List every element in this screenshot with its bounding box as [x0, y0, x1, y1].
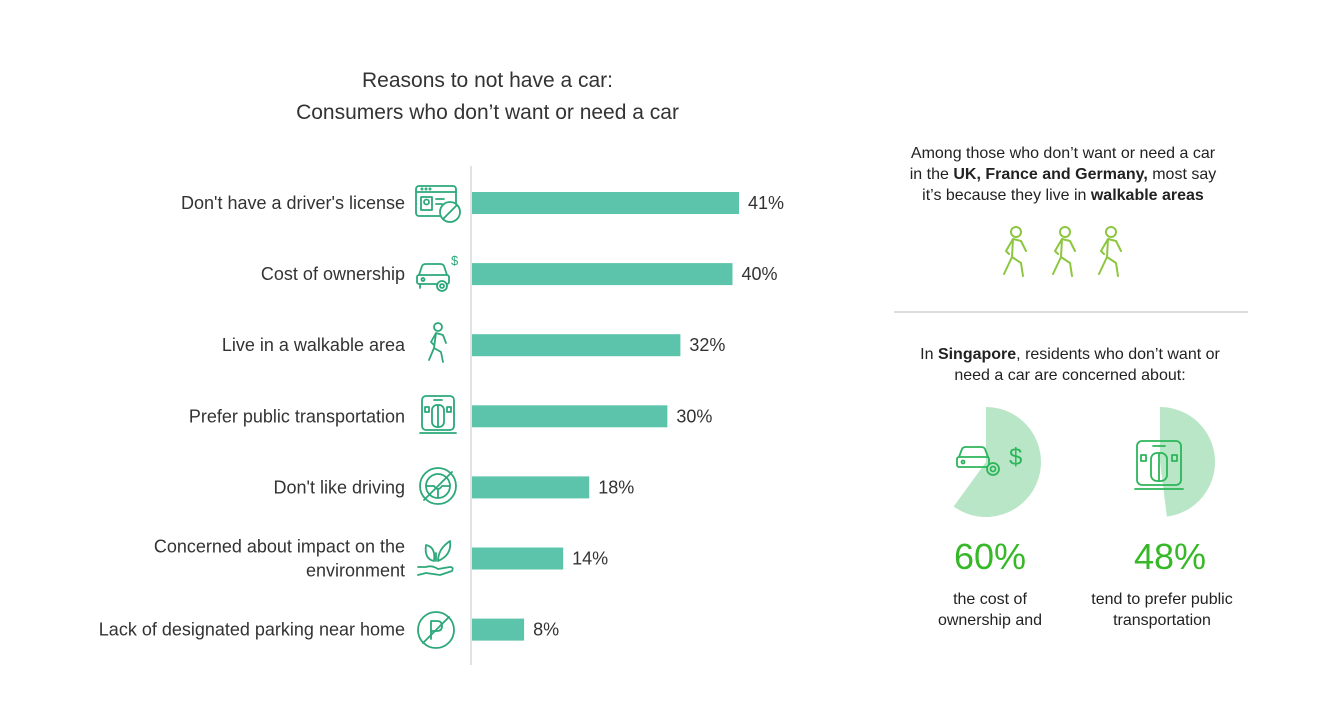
stat2-caption: tend to prefer public transportation	[1070, 589, 1254, 631]
stat1-pie-slice	[953, 407, 1041, 517]
bar-2	[472, 334, 681, 357]
train-icon	[1134, 440, 1184, 490]
car-cost-icon: $	[414, 251, 462, 299]
sg-line2: need a car are concerned about:	[954, 367, 1186, 384]
category-label-4: Don't like driving	[274, 477, 406, 497]
bar-6	[472, 618, 525, 641]
value-label-5: 14%	[572, 549, 608, 569]
sg-country: Singapore	[937, 346, 1017, 363]
car-cost-icon: $	[956, 444, 1022, 476]
bar-chart: 41% Don't have a driver's license 40% Cost …	[99, 166, 784, 665]
bar-0	[472, 192, 739, 214]
singapore-note: In Singapore, residents who don’t want o…	[880, 344, 1260, 386]
category-label-3: Prefer public transportation	[189, 406, 405, 426]
no-parking-icon	[414, 606, 462, 654]
stat2-caption-line1: tend to prefer public	[1091, 591, 1233, 608]
value-label-6: 8%	[533, 620, 559, 640]
no-steering-icon	[414, 462, 462, 510]
stat1-caption: the cost of ownership and	[910, 589, 1070, 631]
bar-5	[472, 547, 564, 570]
note-line2-a: in the	[909, 166, 954, 183]
sg-line1-a: In	[920, 346, 938, 363]
value-label-4: 18%	[598, 477, 634, 497]
category-label-1: Cost of ownership	[261, 264, 405, 284]
bar-1	[472, 263, 733, 286]
svg-text:$: $	[451, 253, 459, 268]
stat2-caption-line2: transportation	[1113, 612, 1211, 629]
category-label-5: Concerned about impact on the environment	[154, 537, 405, 581]
note-line1: Among those who don’t want or need a car	[910, 145, 1216, 162]
note-walkable: walkable areas	[1090, 187, 1204, 204]
value-label-0: 41%	[748, 193, 784, 213]
note-line2-b: most say	[1147, 166, 1217, 183]
stat1-value: 60%	[953, 536, 1027, 577]
stat2-pie	[1134, 407, 1216, 517]
chart-title-line2: Consumers who don’t want or need a car	[296, 101, 679, 124]
walker-icon-3	[1098, 226, 1122, 277]
value-label-2: 32%	[689, 335, 725, 355]
walker-icon-2	[1052, 226, 1076, 277]
note-line3: it’s because they live in	[922, 187, 1091, 204]
walking-icon	[414, 320, 462, 368]
stat1-caption-line2: ownership and	[937, 612, 1043, 629]
sg-line1-b: , residents who don’t want or	[1016, 346, 1220, 363]
category-label-2: Live in a walkable area	[222, 335, 406, 355]
bar-4	[472, 476, 590, 499]
category-label-0: Don't have a driver's license	[181, 193, 405, 213]
stat1-pie: $	[953, 407, 1041, 517]
stat1-caption-line1: the cost of	[953, 591, 1027, 608]
leaf-hand-icon	[414, 533, 462, 581]
value-label-1: 40%	[741, 264, 777, 284]
train-icon	[414, 391, 462, 439]
svg-text:$: $	[1009, 444, 1022, 471]
license-icon	[414, 180, 462, 228]
bar-3	[472, 405, 668, 428]
note-countries: UK, France and Germany,	[953, 166, 1148, 183]
panel-divider	[894, 311, 1248, 313]
walker-icon-1	[1003, 226, 1027, 277]
category-label-6: Lack of designated parking near home	[99, 620, 405, 640]
uk-france-germany-note: Among those who don’t want or need a car…	[880, 143, 1246, 206]
value-label-3: 30%	[676, 406, 712, 426]
stat2-value: 48%	[1133, 536, 1207, 577]
stat2-pie-slice	[1160, 407, 1216, 517]
chart-title-line1: Reasons to not have a car:	[362, 69, 613, 92]
